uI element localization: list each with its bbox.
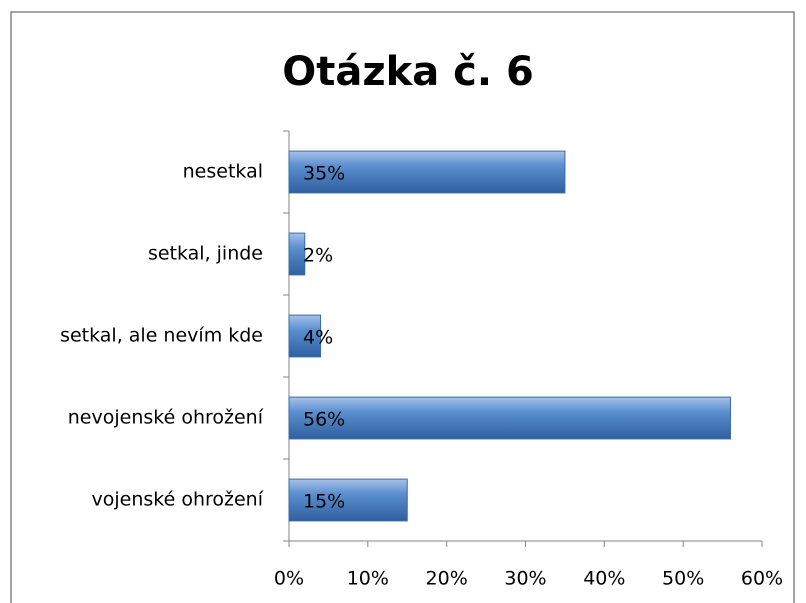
x-tick-label: 40% bbox=[583, 568, 625, 590]
x-tick-label: 50% bbox=[662, 568, 704, 590]
x-tick-label: 30% bbox=[504, 568, 546, 590]
value-label: 35% bbox=[303, 163, 345, 185]
bar bbox=[288, 478, 408, 522]
y-tick-label: vojenské ohrožení bbox=[91, 489, 263, 511]
y-tick-label: nevojenské ohrožení bbox=[68, 407, 264, 429]
value-label: 15% bbox=[303, 491, 345, 513]
bar bbox=[288, 314, 322, 358]
value-label: 2% bbox=[303, 245, 333, 267]
value-label: 4% bbox=[303, 327, 333, 349]
bar bbox=[288, 150, 566, 194]
y-tick-label: setkal, ale nevím kde bbox=[60, 325, 263, 347]
x-tick-label: 60% bbox=[741, 568, 783, 590]
chart-title: Otázka č. 6 bbox=[282, 49, 534, 95]
y-tick-label: nesetkal bbox=[183, 161, 263, 183]
x-tick-label: 0% bbox=[274, 568, 304, 590]
x-tick-label: 10% bbox=[347, 568, 389, 590]
x-tick-label: 20% bbox=[426, 568, 468, 590]
bar bbox=[288, 232, 306, 276]
y-tick-label: setkal, jinde bbox=[148, 243, 263, 265]
value-label: 56% bbox=[303, 409, 345, 431]
bar bbox=[288, 396, 731, 440]
